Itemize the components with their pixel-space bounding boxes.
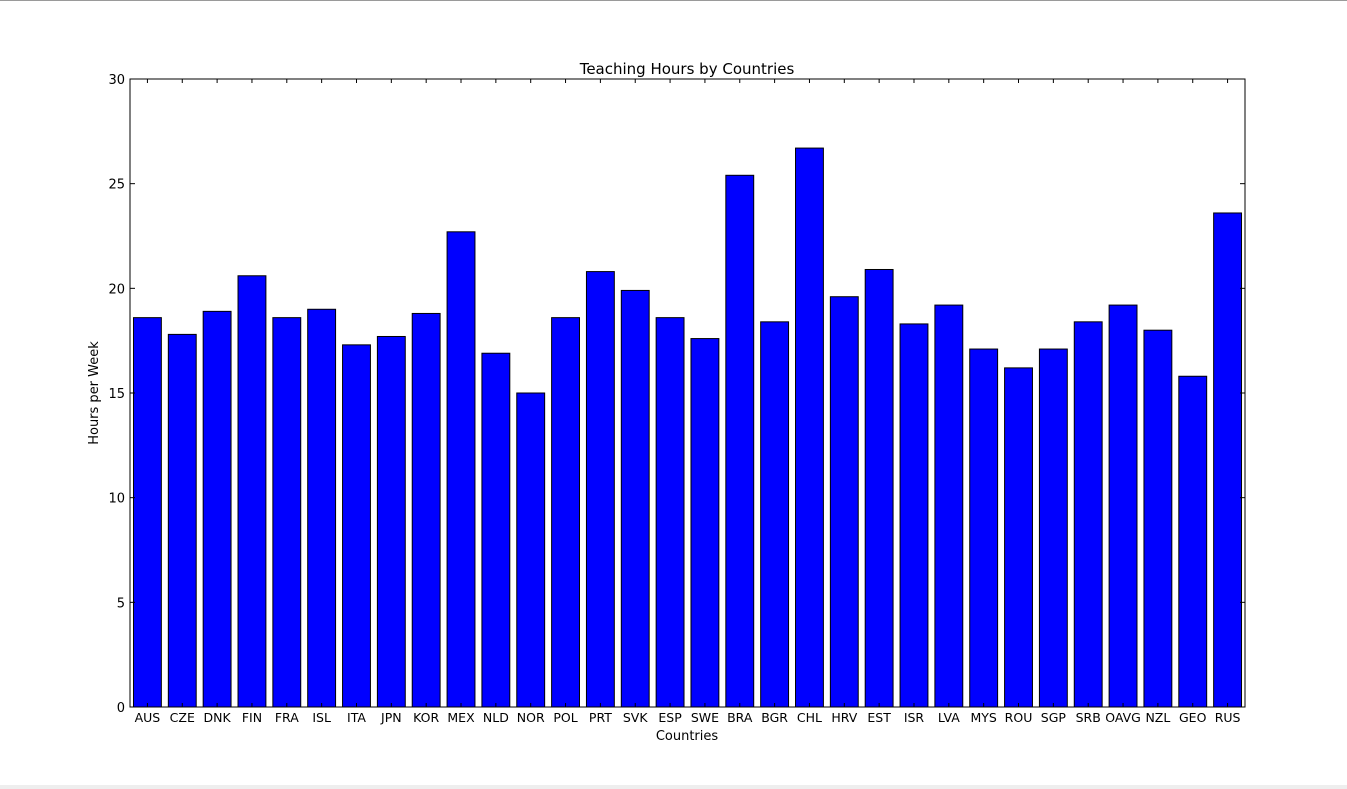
y-axis-label: Hours per Week xyxy=(87,341,102,445)
bar-mex xyxy=(446,231,476,708)
bar-pol xyxy=(551,317,580,708)
bars-group xyxy=(132,147,1243,708)
x-tick-label: KOR xyxy=(413,710,439,725)
bar-rus xyxy=(1213,212,1243,708)
window-bottom-band xyxy=(0,785,1347,789)
y-axis-ticks: 0 5 10 15 20 25 30 xyxy=(108,73,1245,716)
x-tick-label: NLD xyxy=(483,710,509,725)
bar-srb xyxy=(1073,321,1103,708)
x-tick-label: OAVG xyxy=(1105,710,1141,725)
x-tick-label: EST xyxy=(867,710,891,725)
bar-oavg xyxy=(1108,304,1138,708)
bar-chl xyxy=(795,147,824,708)
x-tick-label: DNK xyxy=(204,710,232,725)
bar-ita xyxy=(342,344,371,708)
x-tick-label: LVA xyxy=(938,710,960,725)
bar-fra xyxy=(272,317,302,708)
bar-fin xyxy=(237,275,267,708)
x-tick-label: SGP xyxy=(1041,710,1067,725)
x-tick-label: RUS xyxy=(1215,710,1241,725)
bar-est xyxy=(864,268,894,708)
y-tick-label: 20 xyxy=(108,282,125,297)
y-tick-label: 30 xyxy=(108,73,125,88)
x-tick-label: ISL xyxy=(312,710,331,725)
y-tick-label: 15 xyxy=(108,387,125,402)
x-axis-ticks: AUS CZE DNK FIN FRA ISL ITA JPN KOR MEX NLD NOR POL P… xyxy=(135,79,1241,725)
x-tick-label: ESP xyxy=(658,710,682,725)
bar-nor xyxy=(516,392,546,708)
x-tick-label: MEX xyxy=(447,710,475,725)
x-tick-label: JPN xyxy=(380,710,402,725)
x-tick-label: POL xyxy=(553,710,577,725)
bar-jpn xyxy=(376,335,406,708)
x-tick-label: ISR xyxy=(904,710,925,725)
x-tick-label: NZL xyxy=(1145,710,1170,725)
bar-sgp xyxy=(1038,348,1068,708)
x-axis-label: Countries xyxy=(656,729,719,744)
bar-esp xyxy=(655,317,685,708)
bar-hrv xyxy=(829,296,859,708)
x-tick-label: ROU xyxy=(1005,710,1033,725)
x-tick-label: NOR xyxy=(517,710,545,725)
chart-title: Teaching Hours by Countries xyxy=(579,60,795,78)
x-tick-label: AUS xyxy=(135,710,161,725)
x-tick-label: BRA xyxy=(727,710,753,725)
bar-bra xyxy=(725,174,755,708)
x-tick-label: ITA xyxy=(347,710,366,725)
x-tick-label: SWE xyxy=(691,710,719,725)
bar-aus xyxy=(132,317,162,708)
bar-isl xyxy=(307,308,337,708)
bar-prt xyxy=(585,271,615,708)
x-tick-label: HRV xyxy=(831,710,857,725)
x-tick-label: FRA xyxy=(275,710,299,725)
bar-cze xyxy=(167,333,197,708)
bar-geo xyxy=(1178,375,1208,708)
x-tick-label: FIN xyxy=(242,710,262,725)
bar-dnk xyxy=(202,310,232,708)
window-top-border xyxy=(0,0,1347,1)
bar-swe xyxy=(690,338,720,708)
bar-lva xyxy=(934,304,964,708)
x-tick-label: GEO xyxy=(1179,710,1207,725)
bar-svk xyxy=(620,289,650,708)
x-tick-label: CHL xyxy=(797,710,822,725)
x-tick-label: PRT xyxy=(589,710,612,725)
y-tick-label: 0 xyxy=(117,701,125,716)
y-tick-label: 5 xyxy=(117,596,125,611)
bar-mys xyxy=(969,348,999,708)
bar-nld xyxy=(481,352,511,708)
plot-frame xyxy=(129,78,1246,708)
x-tick-label: SVK xyxy=(623,710,648,725)
bar-bgr xyxy=(760,321,790,708)
x-tick-label: MYS xyxy=(970,710,996,725)
y-tick-label: 25 xyxy=(108,178,125,193)
bar-kor xyxy=(411,312,441,708)
y-tick-label: 10 xyxy=(108,492,125,507)
x-tick-label: BGR xyxy=(761,710,788,725)
bar-nzl xyxy=(1143,329,1173,708)
bar-rou xyxy=(1004,367,1033,708)
x-tick-label: SRB xyxy=(1076,710,1101,725)
bar-isr xyxy=(899,323,929,708)
x-tick-label: CZE xyxy=(170,710,195,725)
